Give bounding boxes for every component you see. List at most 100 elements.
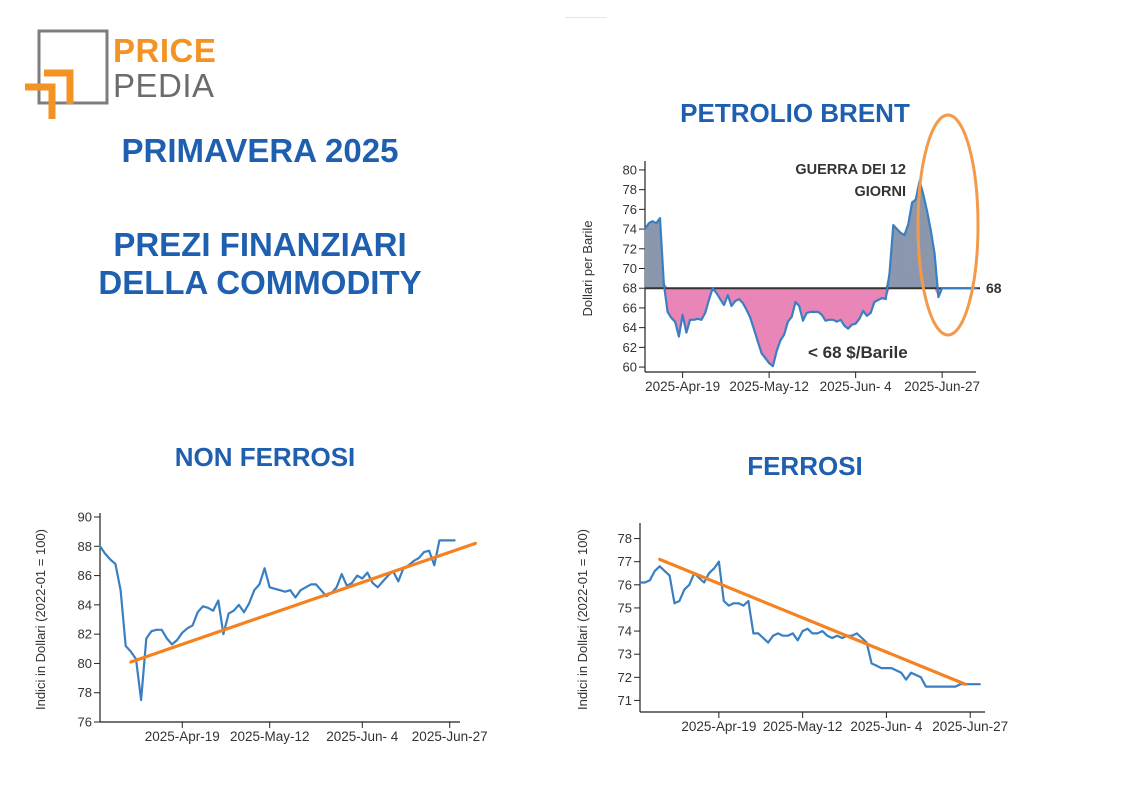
data-point (777, 632, 779, 635)
data-point (692, 318, 695, 321)
data-point (196, 611, 199, 614)
y-tick-label: 77 (618, 554, 632, 569)
data-point (696, 317, 699, 320)
data-point (361, 577, 364, 580)
data-point (811, 632, 814, 635)
data-point (670, 316, 673, 319)
data-point (787, 320, 789, 323)
data-point (443, 539, 446, 542)
logo-mark (25, 29, 109, 119)
data-point (929, 685, 932, 688)
data-point (737, 602, 740, 605)
data-point (186, 627, 189, 630)
data-point (371, 581, 374, 584)
data-point (888, 272, 891, 275)
data-point (663, 570, 666, 572)
data-point (417, 557, 420, 559)
data-point (433, 564, 436, 567)
y-tick-label: 76 (78, 715, 92, 730)
data-point (895, 669, 898, 672)
y-tick-label: 72 (623, 241, 637, 256)
data-point (741, 302, 744, 304)
y-tick-label: 70 (623, 261, 637, 276)
data-point (831, 637, 834, 639)
data-point (967, 287, 970, 290)
data-point (860, 637, 863, 639)
data-point (708, 572, 710, 575)
data-point (191, 624, 194, 627)
x-tick-label: 2025-Jun- 4 (820, 379, 893, 394)
data-point (683, 588, 686, 591)
data-point (771, 365, 774, 367)
data-point (767, 641, 770, 644)
data-point (896, 228, 898, 230)
y-axis-label: Dollari per Barile (580, 220, 595, 316)
data-point (366, 571, 369, 574)
y-tick-label: 75 (618, 600, 632, 615)
y-axis-label: Indici in Dollari (2022-01 = 100) (575, 529, 590, 710)
data-point (824, 319, 827, 322)
data-point (722, 600, 725, 602)
data-point (299, 589, 302, 592)
y-tick-label: 90 (78, 510, 92, 525)
nonferrosi-chart-title: NON FERROSI (174, 442, 356, 472)
data-point (772, 634, 774, 637)
war-annotation-line1: GUERRA DEI 12 (795, 162, 906, 178)
data-point (890, 667, 893, 669)
data-point (176, 639, 179, 641)
trend-line (129, 541, 478, 664)
data-point (723, 304, 725, 306)
data-point (668, 574, 671, 577)
data-point (217, 599, 220, 602)
data-point (662, 282, 665, 285)
y-tick-label: 74 (618, 624, 632, 639)
data-point (756, 340, 759, 343)
war-annotation-line2: GIORNI (854, 184, 906, 200)
data-point (644, 228, 646, 230)
data-point (907, 223, 910, 226)
data-point (956, 287, 959, 290)
page-subtitle-line2: DELLA COMMODITY (98, 263, 422, 301)
data-point (335, 586, 338, 589)
data-point (948, 287, 951, 290)
y-tick-label: 76 (623, 202, 637, 217)
data-point (806, 627, 809, 630)
y-tick-label: 80 (623, 162, 637, 177)
data-point (258, 583, 261, 586)
data-point (673, 602, 676, 605)
y-tick-label: 78 (623, 182, 637, 197)
data-point (698, 576, 701, 579)
data-point (201, 605, 204, 608)
data-point (747, 600, 750, 602)
data-point (884, 298, 887, 300)
data-point (181, 631, 184, 634)
data-point (944, 685, 947, 688)
data-point (651, 220, 654, 223)
data-point (438, 539, 441, 542)
data-point (376, 586, 379, 589)
data-point (253, 589, 256, 592)
data-point (905, 678, 908, 681)
data-point (160, 628, 163, 631)
data-point (914, 198, 917, 201)
y-tick-label: 84 (78, 597, 92, 612)
series-line (99, 539, 455, 702)
data-point (941, 287, 944, 290)
x-tick-label: 2025-Apr-19 (681, 719, 756, 734)
data-point (453, 539, 456, 542)
data-point (448, 539, 451, 542)
x-tick-label: 2025-May-12 (729, 379, 809, 394)
data-point (140, 699, 143, 701)
data-point (730, 305, 733, 307)
season-title: PRIMAVERA 2025 (121, 132, 399, 169)
data-point (708, 299, 710, 301)
data-point (934, 685, 937, 688)
data-point (237, 603, 240, 606)
y-tick-label: 66 (623, 300, 637, 315)
data-point (801, 630, 804, 632)
data-point (850, 323, 853, 326)
data-point (820, 313, 823, 316)
data-point (727, 604, 730, 607)
data-point (764, 357, 767, 360)
